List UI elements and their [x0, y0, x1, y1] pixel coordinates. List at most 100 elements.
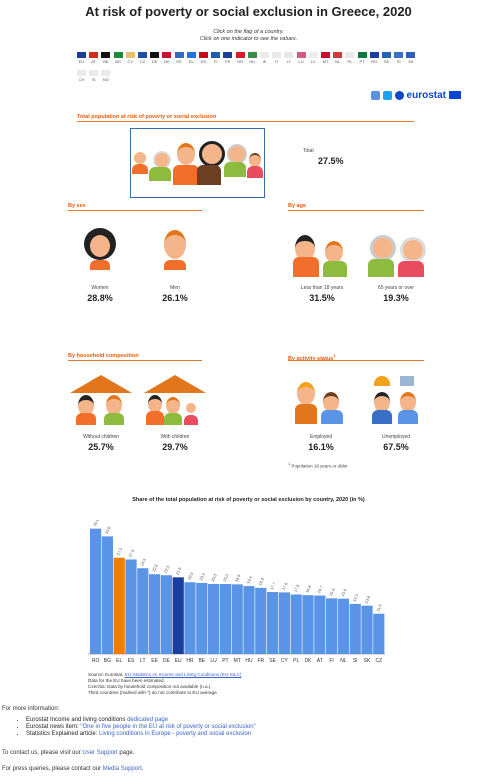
flag-no[interactable]: NO: [101, 70, 111, 82]
bar-be[interactable]: [196, 582, 208, 654]
twitter-icon[interactable]: [382, 90, 392, 100]
bar-bg[interactable]: [101, 536, 113, 654]
flag-code: EL: [188, 59, 194, 64]
flag-swatch: [101, 52, 111, 58]
bar-lt[interactable]: [137, 568, 149, 654]
flag-se[interactable]: SE: [382, 52, 391, 64]
flag-ie[interactable]: IE: [260, 52, 269, 64]
tick-label: ES: [128, 658, 135, 664]
bar-sk[interactable]: [361, 605, 373, 654]
flag-bg[interactable]: BG: [113, 52, 123, 64]
bar-cy[interactable]: [278, 592, 290, 654]
flag-ro[interactable]: RO: [369, 52, 379, 64]
with-children-icon[interactable]: [144, 375, 206, 425]
bar-de[interactable]: [160, 575, 172, 654]
data-label: 13.8: [363, 594, 371, 604]
section-household-header[interactable]: By household composition: [68, 353, 139, 359]
flag-is[interactable]: IS: [89, 70, 99, 82]
section-total-header[interactable]: Total population at risk of poverty or s…: [77, 114, 217, 120]
flag-code: HU: [249, 59, 256, 64]
bar-hr[interactable]: [184, 582, 196, 654]
bar-at[interactable]: [314, 595, 326, 654]
statistics-explained-link[interactable]: Living conditions in Europe - poverty an…: [99, 731, 252, 737]
employed-icon[interactable]: [295, 380, 347, 426]
flag-eu[interactable]: EU: [77, 52, 86, 64]
media-support-link[interactable]: Media Support: [102, 766, 142, 772]
flag-code: PL: [347, 59, 353, 64]
flag-it[interactable]: IT: [272, 52, 282, 64]
user-support-link[interactable]: User Support: [82, 750, 118, 756]
chart-title: Share of the total population at risk of…: [132, 497, 365, 503]
bar-fr[interactable]: [255, 587, 267, 654]
bar-ee[interactable]: [149, 574, 161, 654]
section-sex-header[interactable]: By sex: [68, 203, 86, 209]
flag-code: CH: [78, 77, 85, 82]
flag-swatch: [321, 52, 330, 58]
dedicated-page-link[interactable]: dedicated page: [127, 717, 169, 723]
flag-code: FR: [225, 59, 231, 64]
flag-nl[interactable]: NL: [333, 52, 343, 64]
elderly-icon[interactable]: [366, 233, 426, 277]
flag-pt[interactable]: PT: [357, 52, 367, 64]
flag-cy[interactable]: CY: [125, 52, 135, 64]
without-children-icon[interactable]: [70, 375, 132, 425]
flag-fi[interactable]: FI: [211, 52, 221, 64]
bar-fi[interactable]: [326, 598, 338, 654]
bar-lu[interactable]: [208, 583, 220, 654]
tick-label: LU: [210, 658, 217, 664]
bar-pt[interactable]: [219, 583, 231, 654]
data-label: 33.6: [104, 525, 112, 535]
flag-lv[interactable]: LV: [308, 52, 318, 64]
flag-at[interactable]: AT: [89, 52, 99, 64]
flag-el[interactable]: EL: [186, 52, 196, 64]
flag-dk[interactable]: DK: [162, 52, 172, 64]
bar-es[interactable]: [125, 559, 137, 654]
flag-de[interactable]: DE: [150, 52, 160, 64]
flag-ch[interactable]: CH: [77, 70, 86, 82]
flag-be[interactable]: BE: [101, 52, 111, 64]
bar-el[interactable]: [113, 557, 125, 654]
unemployed-value: 67.5%: [383, 442, 409, 452]
flag-es[interactable]: ES: [199, 52, 208, 64]
eu-silc-link[interactable]: EU-Statistics on Income and Living Condi…: [124, 672, 242, 677]
women-icon[interactable]: [80, 228, 120, 270]
children-icon[interactable]: [293, 231, 351, 277]
data-label: 24.5: [139, 557, 147, 567]
bar-se[interactable]: [267, 592, 279, 654]
bar-pl[interactable]: [290, 594, 302, 654]
embed-icon[interactable]: [370, 90, 380, 100]
unemployed-icon[interactable]: [370, 376, 422, 426]
flag-pl[interactable]: PL: [345, 52, 355, 64]
flag-mt[interactable]: MT: [321, 52, 330, 64]
bar-ro[interactable]: [90, 528, 102, 654]
bar-cz[interactable]: [373, 613, 385, 654]
flag-code: SK: [408, 59, 414, 64]
flag-cz[interactable]: CZ: [138, 52, 147, 64]
flag-swatch: [223, 52, 233, 58]
flag-lu[interactable]: LU: [296, 52, 306, 64]
total-value: 27.5%: [318, 156, 344, 166]
tick-label: CY: [281, 658, 289, 664]
flag-ee[interactable]: EE: [174, 52, 184, 64]
flag-fr[interactable]: FR: [223, 52, 233, 64]
source-note: Third countries (marked with *) do not c…: [88, 690, 218, 695]
bar-hu[interactable]: [243, 586, 255, 654]
flag-hu[interactable]: HU: [247, 52, 257, 64]
total-population-illustration[interactable]: [130, 128, 265, 198]
bar-dk[interactable]: [302, 595, 314, 654]
bar-nl[interactable]: [337, 598, 349, 654]
flag-si[interactable]: SI: [394, 52, 404, 64]
bar-mt[interactable]: [231, 584, 243, 654]
unemployed-label: Unemployed: [381, 434, 411, 440]
men-icon[interactable]: [155, 230, 195, 270]
flag-hr[interactable]: HR: [235, 52, 245, 64]
tick-label: SI: [353, 658, 358, 664]
bar-si[interactable]: [349, 603, 361, 654]
flag-lt[interactable]: LT: [284, 52, 294, 64]
bar-eu[interactable]: [172, 577, 184, 654]
news-item-link[interactable]: "One in five people in the EU at risk of…: [80, 724, 256, 730]
section-activity-header[interactable]: By activity status1: [288, 353, 336, 362]
data-label: 22.5: [163, 564, 171, 574]
section-age-header[interactable]: By age: [288, 203, 307, 209]
flag-sk[interactable]: SK: [406, 52, 416, 64]
